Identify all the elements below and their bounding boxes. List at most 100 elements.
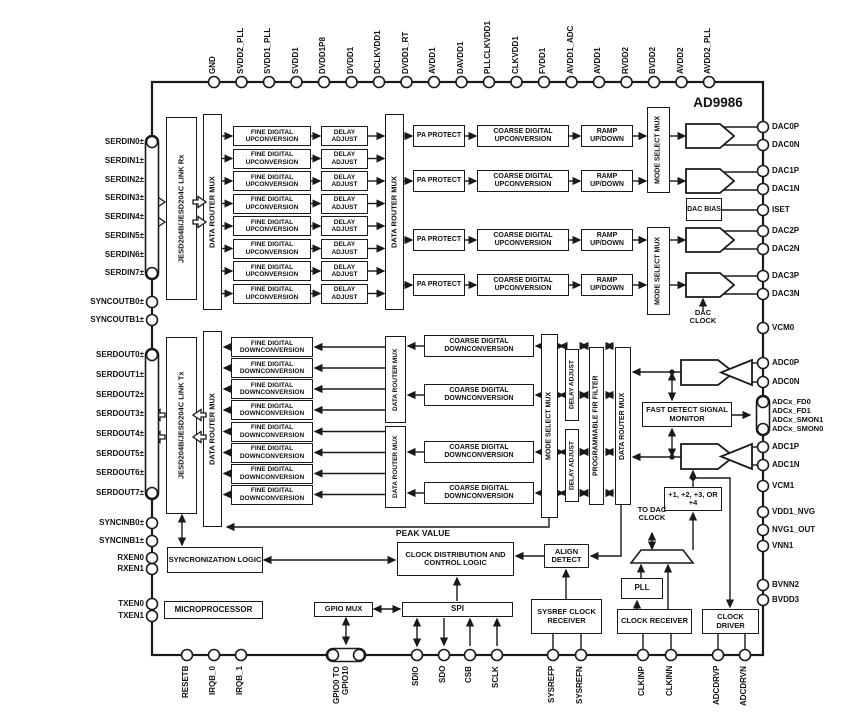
pin-circle (235, 75, 248, 89)
block-fine-duc-1: FINE DIGITAL UPCONVERSION (233, 148, 311, 169)
pin-circle (664, 648, 678, 662)
block-coarse-ddc-1: COARSE DIGITAL DOWNCONVERSION (424, 384, 534, 406)
pin-circle (180, 648, 194, 662)
block-ramp-3: RAMP UP/DOWN (581, 274, 633, 296)
dac-clock-label: DAC CLOCK (689, 308, 717, 326)
block-ramp-1: RAMP UP/DOWN (581, 170, 633, 192)
block-fine-duc-4: FINE DIGITAL UPCONVERSION (233, 216, 311, 236)
pin-label-right: BVDD3 (772, 595, 800, 604)
block-fine-ddc-7: FINE DIGITAL DOWNCONVERSION (231, 484, 313, 505)
block-fine-duc-3: FINE DIGITAL UPCONVERSION (233, 193, 311, 214)
pin-circle (756, 458, 770, 472)
pin-label-right: ADCx_SMON1 (772, 415, 824, 424)
pin-label-left: SERDIN7± (104, 268, 144, 277)
adc-amp-icon (718, 358, 753, 387)
block-delay-adjust-1: DELAY ADJUST (321, 148, 368, 169)
dac-symbol (685, 227, 736, 253)
block-delay-adjust-0: DELAY ADJUST (321, 126, 368, 146)
pin-label-right: DAC3N (772, 289, 800, 298)
block-pa-protect-0: PA PROTECT (413, 125, 465, 147)
pin-circle (262, 75, 276, 89)
block-gpio-mux: GPIO MUX (314, 602, 373, 617)
block-fine-ddc-5: FINE DIGITAL DOWNCONVERSION (231, 442, 313, 463)
pin-circle (234, 648, 248, 662)
pin-circle (463, 648, 477, 662)
pin-label-right: ADCx_FD0 (772, 397, 811, 406)
pin-label-right: DAC2P (772, 226, 800, 235)
pin-circle (145, 348, 159, 362)
pin-circle (290, 75, 303, 89)
pin-circle (756, 138, 770, 152)
block-delay-adjust-2: DELAY ADJUST (321, 171, 368, 191)
pin-circle (675, 75, 688, 89)
block-pll: PLL (621, 578, 663, 599)
pin-circle (207, 75, 221, 89)
dac-symbol (685, 123, 736, 149)
pin-label-right: VCM1 (772, 481, 795, 490)
pin-label-left: SERDIN2± (104, 175, 144, 184)
pin-circle (756, 523, 770, 537)
block-coarse-duc-1: COARSE DIGITAL UPCONVERSION (477, 170, 569, 192)
block-coarse-duc-3: COARSE DIGITAL UPCONVERSION (477, 274, 569, 296)
pin-circle (756, 479, 770, 493)
pin-circle (574, 648, 588, 662)
link-arrow-icon (191, 430, 207, 444)
pin-label-left: TXEN0 (118, 599, 144, 608)
pin-label-left: SYNCINB0± (99, 518, 144, 527)
pin-label-right: DAC0P (772, 122, 800, 131)
pin-circle (756, 182, 770, 196)
pin-label-left: RXEN1 (117, 564, 144, 573)
block-sync-logic: SYNCRONIZATION LOGIC (167, 547, 263, 573)
pin-circle (145, 534, 159, 548)
block-fine-ddc-4: FINE DIGITAL DOWNCONVERSION (231, 421, 313, 442)
pin-label-left: SERDIN3± (104, 193, 144, 202)
pin-label-right: VCM0 (772, 323, 795, 332)
pin-circle (145, 516, 159, 530)
pin-label-left: SERDIN0± (104, 137, 144, 146)
pin-circle (702, 75, 716, 89)
block-clock-receiver: CLOCK RECEIVER (617, 609, 692, 634)
pin-circle (711, 648, 725, 662)
pin-circle (756, 356, 770, 370)
block-dac-bias: DAC BIAS (686, 198, 722, 221)
pin-circle (207, 648, 221, 662)
pin-label-right: ISET (772, 205, 790, 214)
pin-circle (592, 75, 606, 89)
pin-label-right: BVNN2 (772, 580, 800, 589)
pin-circle (647, 75, 661, 89)
peak-value-label: PEAK VALUE (395, 528, 451, 538)
pin-circle (756, 375, 770, 389)
pin-label-left: SERDOUT5± (96, 449, 144, 458)
pin-label-left: SERDOUT6± (96, 468, 144, 477)
block-align-detect: ALIGN DETECT (544, 544, 589, 568)
block-sysref-clock-receiver: SYSREF CLOCK RECEIVER (531, 599, 602, 634)
pin-label-left: SERDOUT3± (96, 409, 144, 418)
link-arrow-icon (192, 195, 208, 209)
block-clock-divider: +1, +2, +3, OR +4 (664, 487, 722, 511)
pin-circle (400, 75, 413, 89)
block-delay-adjust-7: DELAY ADJUST (321, 283, 368, 304)
pin-circle (427, 75, 441, 89)
pin-circle (636, 648, 650, 662)
pin-circle (455, 75, 468, 89)
pin-circle (437, 648, 451, 662)
pin-label-left: SERDOUT7± (96, 488, 144, 497)
block-coarse-ddc-2: COARSE DIGITAL DOWNCONVERSION (424, 441, 534, 463)
pin-circle (756, 505, 770, 519)
block-delay-adjust-3: DELAY ADJUST (321, 193, 368, 214)
block-fine-duc-5: FINE DIGITAL UPCONVERSION (233, 238, 311, 259)
pin-label-right: DAC0N (772, 140, 800, 149)
pin-label-left: SERDOUT2± (96, 390, 144, 399)
pin-label-left: SERDOUT0± (96, 350, 144, 359)
pin-circle (738, 648, 752, 662)
block-coarse-ddc-3: COARSE DIGITAL DOWNCONVERSION (424, 482, 534, 504)
pin-label-right: ADC0N (772, 377, 800, 386)
adc-symbol (680, 443, 736, 470)
chip-title: AD9986 (693, 95, 743, 110)
pin-label-left: SERDIN6± (104, 250, 144, 259)
pin-circle (510, 75, 523, 89)
pin-circle (345, 75, 358, 89)
pin-circle (756, 224, 770, 238)
block-delay-adjust-5: DELAY ADJUST (321, 238, 368, 259)
block-ramp-0: RAMP UP/DOWN (581, 125, 633, 147)
